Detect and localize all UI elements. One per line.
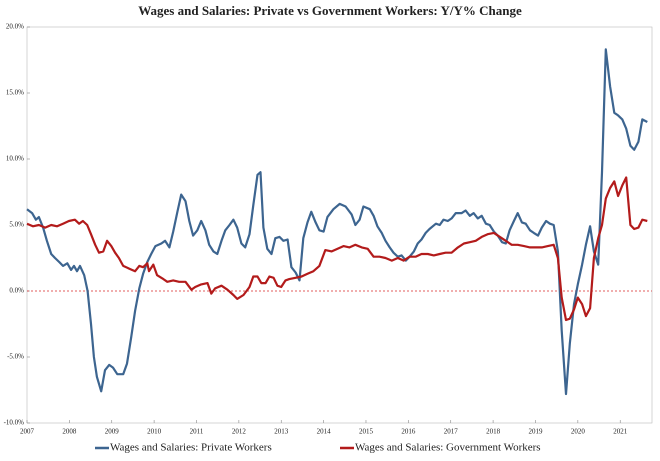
x-tick-label: 2008 [62, 428, 77, 436]
y-tick-label: -10.0% [4, 419, 25, 427]
x-tick-label: 2009 [105, 428, 120, 436]
x-tick-label: 2012 [232, 428, 247, 436]
x-tick-label: 2020 [571, 428, 586, 436]
x-tick-label: 2018 [486, 428, 501, 436]
x-tick-label: 2019 [528, 428, 543, 436]
series-line [26, 48, 648, 396]
legend-label: Wages and Salaries: Private Workers [110, 442, 272, 454]
x-tick-label: 2017 [444, 428, 459, 436]
y-tick-label: 15.0% [6, 89, 24, 97]
y-tick-label: 10.0% [6, 155, 24, 163]
x-tick-label: 2007 [20, 428, 35, 436]
x-tick-label: 2011 [190, 428, 204, 436]
x-tick-label: 2021 [613, 428, 628, 436]
y-tick-label: 20.0% [6, 23, 24, 31]
y-tick-label: 0.0% [9, 287, 24, 295]
x-tick-label: 2015 [359, 428, 374, 436]
series-line [26, 176, 648, 322]
chart-title: Wages and Salaries: Private vs Governmen… [138, 3, 522, 18]
legend-label: Wages and Salaries: Government Workers [355, 442, 541, 454]
plot-frame [26, 26, 653, 424]
x-tick-label: 2016 [401, 428, 416, 436]
x-tick-label: 2010 [147, 428, 162, 436]
x-tick-label: 2013 [274, 428, 289, 436]
x-tick-label: 2014 [317, 428, 332, 436]
y-tick-label: -5.0% [7, 353, 24, 361]
y-tick-label: 5.0% [9, 221, 24, 229]
